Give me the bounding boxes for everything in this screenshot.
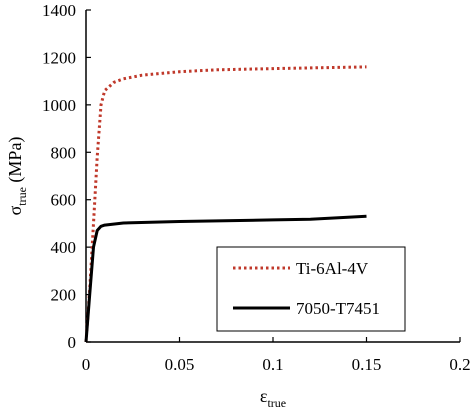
- x-axis-subscript: true: [267, 396, 286, 410]
- y-axis-symbol: σ: [5, 205, 25, 215]
- y-tick-label: 200: [51, 286, 77, 305]
- y-axis-ticks: 0 200 400 600 800 1000 1200 1400: [42, 1, 91, 352]
- legend-label-7050-t7451: 7050-T7451: [296, 299, 380, 318]
- y-tick-label: 400: [51, 238, 77, 257]
- y-tick-label: 800: [51, 143, 77, 162]
- x-tick-label: 0: [82, 355, 91, 374]
- x-tick-label: 0.15: [352, 355, 382, 374]
- y-tick-label: 1200: [42, 48, 76, 67]
- y-tick-label: 1400: [42, 1, 76, 20]
- legend-box: [216, 246, 406, 332]
- y-axis-unit: (MPa): [5, 137, 26, 188]
- x-axis-ticks: 0 0.05 0.1 0.15 0.2: [82, 337, 471, 374]
- x-tick-label: 0.05: [165, 355, 195, 374]
- y-axis-subscript: true: [15, 187, 29, 206]
- y-tick-label: 600: [51, 191, 77, 210]
- x-axis-title: εtrue: [260, 386, 286, 410]
- y-tick-label: 1000: [42, 96, 76, 115]
- x-tick-label: 0.2: [449, 355, 470, 374]
- legend: Ti-6Al-4V 7050-T7451: [216, 246, 406, 332]
- y-tick-label: 0: [68, 333, 77, 352]
- x-tick-label: 0.1: [262, 355, 283, 374]
- y-axis-title: σtrue (MPa): [5, 137, 29, 216]
- series-layer: [84, 65, 367, 343]
- legend-label-ti-6al-4v: Ti-6Al-4V: [296, 259, 369, 278]
- x-axis-symbol: ε: [260, 386, 268, 406]
- series-line-ti-6al-4v: [84, 65, 367, 343]
- series-line-7050-t7451: [84, 214, 367, 343]
